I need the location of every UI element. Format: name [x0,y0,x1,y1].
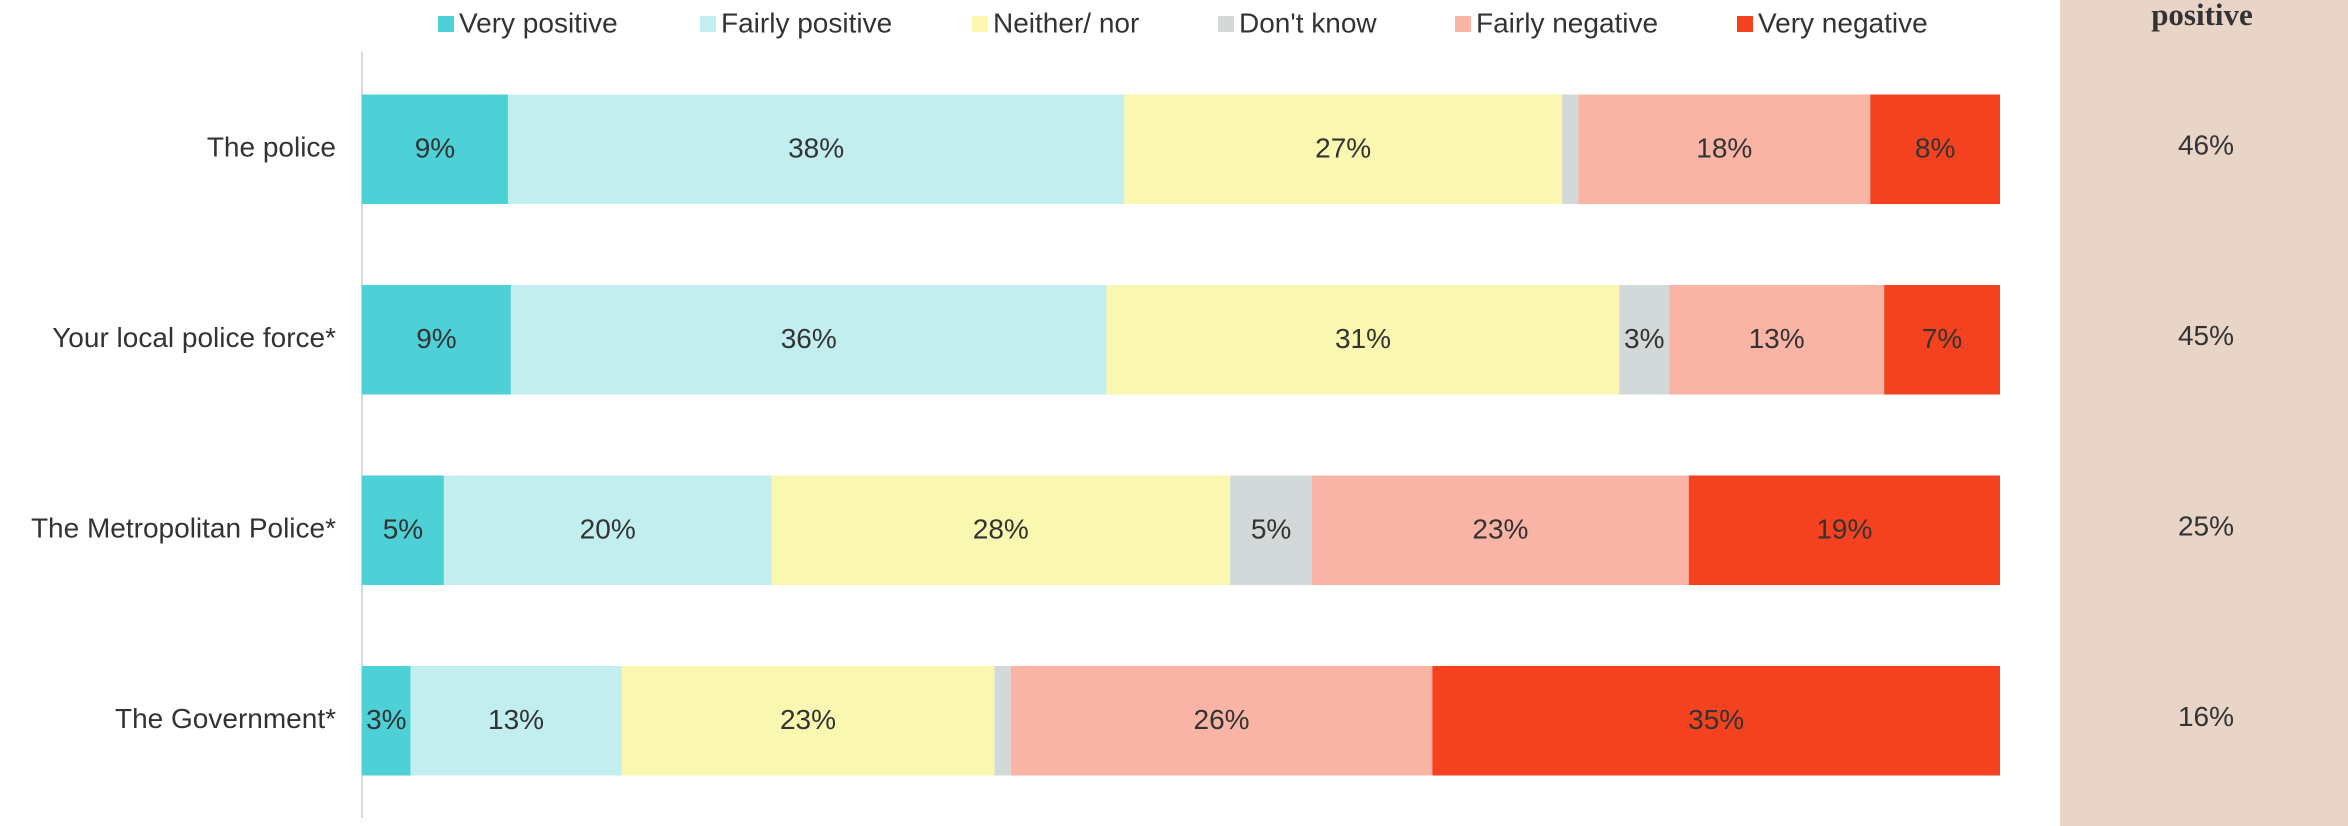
value-label: 7% [1922,323,1962,354]
bar-segment [362,475,444,585]
value-label: 5% [383,514,423,545]
value-label: 5% [1251,514,1291,545]
bar-segment [771,475,1231,585]
bar-segment [510,285,1107,395]
legend-swatch [700,16,716,32]
legend-label: Very negative [1758,7,1928,38]
legend-label: Don't know [1239,7,1377,38]
legend-label: Very positive [459,7,618,38]
bar-segment [1230,475,1313,585]
value-label: 19% [1816,514,1872,545]
side-panel [2060,0,2348,826]
side-value: 25% [2178,511,2234,542]
legend-swatch [1455,16,1471,32]
value-label: 18% [1696,133,1752,164]
bar-segment [1312,475,1689,585]
bar-segment [362,666,411,776]
value-label: 20% [580,514,636,545]
bar-segment [410,666,622,776]
bar-segment [1884,285,2000,395]
bar-segment [994,666,1011,776]
value-label: 26% [1194,704,1250,735]
side-title: positive [2151,0,2253,32]
category-label: The Government* [115,703,336,734]
legend-label: Fairly negative [1476,7,1658,38]
legend-swatch [438,16,454,32]
legend-swatch [1218,16,1234,32]
legend-label: Fairly positive [721,7,892,38]
bar-segment [1124,94,1563,204]
value-label: 28% [973,514,1029,545]
bar-segment [443,475,772,585]
category-label: Your local police force* [52,322,336,353]
bar-segment [1619,285,1670,395]
value-label: 23% [780,704,836,735]
bar-segment [1432,666,2000,776]
value-label: 38% [788,133,844,164]
value-label: 27% [1315,133,1371,164]
value-label: 23% [1472,514,1528,545]
bar-segment [1669,285,1885,395]
legend-swatch [972,16,988,32]
value-label: 35% [1688,704,1744,735]
value-label: 3% [366,704,406,735]
bar-segment [507,94,1125,204]
bar-segment [1562,94,1579,204]
value-label: 13% [488,704,544,735]
legend-swatch [1737,16,1753,32]
value-label: 9% [416,323,456,354]
category-label: The Metropolitan Police* [31,513,336,544]
bar-segment [1010,666,1433,776]
bar-segment [621,666,995,776]
bar-segment [1688,475,2000,585]
bar-segment [1578,94,1871,204]
bar-segment [362,285,511,395]
value-label: 31% [1335,323,1391,354]
side-value: 45% [2178,320,2234,351]
value-label: 36% [781,323,837,354]
bar-segment [1106,285,1620,395]
value-label: 3% [1624,323,1664,354]
side-value: 46% [2178,130,2234,161]
value-label: 13% [1749,323,1805,354]
side-value: 16% [2178,701,2234,732]
legend-label: Neither/ nor [993,7,1139,38]
value-label: 9% [415,133,455,164]
bar-segment [362,94,508,204]
category-label: The police [207,132,336,163]
bar-segment [1870,94,2000,204]
value-label: 8% [1915,133,1955,164]
